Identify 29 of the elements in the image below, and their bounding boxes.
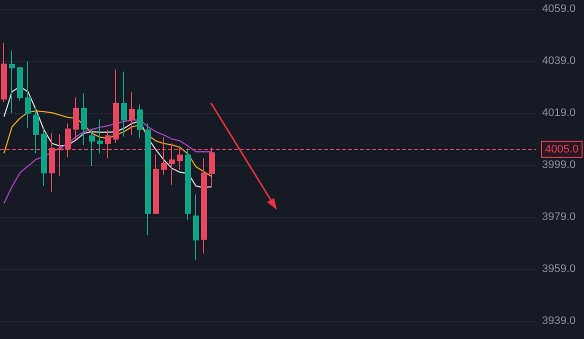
candlestick: [41, 128, 47, 187]
candlestick: [89, 128, 95, 167]
line-series: [3, 110, 213, 178]
candlestick: [185, 148, 191, 221]
candlestick: [25, 60, 31, 128]
y-tick-label: 3999.0: [542, 159, 576, 171]
candlestick: [97, 118, 103, 154]
candlestick: [193, 194, 199, 260]
y-tick-label: 4039.0: [542, 55, 576, 67]
y-tick-label: 3979.0: [542, 211, 576, 223]
candlestick: [81, 92, 87, 146]
candlestick: [153, 154, 159, 215]
candlestick: [73, 96, 79, 141]
ref-line-label: 4005.0: [545, 143, 579, 156]
candlestick: [113, 68, 119, 144]
candlestick: [145, 122, 151, 236]
y-tick-label: 3959.0: [542, 263, 576, 275]
y-tick-label: 3939.0: [542, 315, 576, 327]
candlestick: [129, 92, 135, 136]
candlestick: [201, 158, 207, 254]
line-series: [3, 119, 213, 204]
y-tick-label: 4019.0: [542, 107, 576, 119]
candlestick: [9, 50, 15, 114]
y-tick-label: 4059.0: [542, 3, 576, 15]
candlestick: [17, 66, 23, 102]
candlestick: [121, 71, 127, 138]
candlestick: [1, 42, 7, 103]
candlestick: [33, 106, 39, 154]
candlestick: [137, 104, 143, 139]
